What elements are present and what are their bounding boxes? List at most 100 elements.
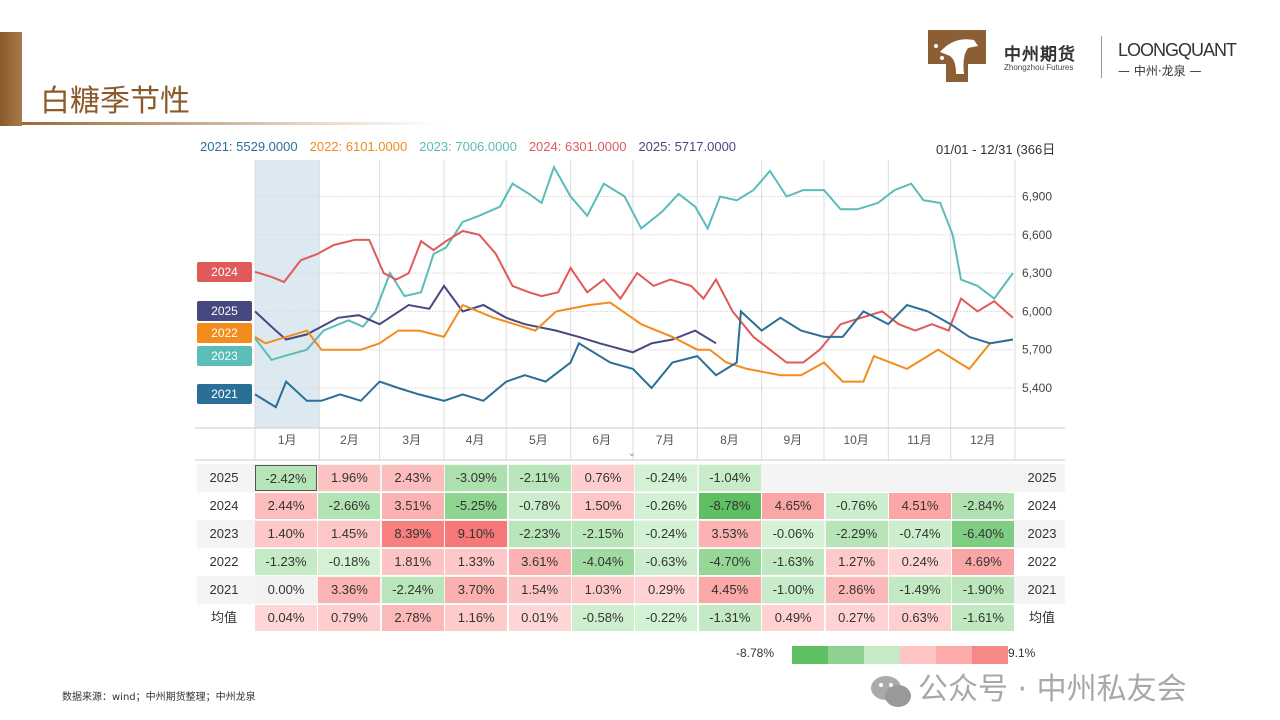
table-cell[interactable]: 2.78% [381, 605, 444, 631]
table-cell[interactable]: -1.63% [762, 549, 825, 575]
table-cell[interactable]: 0.63% [889, 605, 951, 631]
table-cell[interactable]: -0.24% [635, 465, 698, 491]
row-label: 2021 [1027, 582, 1057, 597]
table-cell[interactable]: -6.40% [952, 521, 1015, 547]
table-cell[interactable]: -0.78% [508, 493, 571, 519]
table-cell[interactable]: 9.10% [445, 521, 508, 547]
title-accent-bar [0, 32, 22, 126]
table-cell[interactable]: -0.63% [635, 549, 698, 575]
table-cell[interactable]: -2.42% [255, 465, 317, 491]
table-cell[interactable]: -2.11% [508, 465, 571, 491]
table-cell[interactable]: 1.45% [318, 521, 381, 547]
table-cell[interactable]: 1.40% [255, 521, 317, 547]
table-cell[interactable]: 3.61% [508, 549, 571, 575]
scale-swatch [828, 646, 864, 664]
scale-swatch [792, 646, 828, 664]
table-cell[interactable]: 4.69% [952, 549, 1015, 575]
table-cell[interactable]: 1.33% [445, 549, 508, 575]
x-tick-label: 12月 [970, 433, 995, 447]
table-cell[interactable]: -8.78% [698, 493, 761, 519]
brand-divider [1101, 36, 1102, 78]
table-cell[interactable]: 1.03% [572, 577, 634, 603]
table-cell[interactable]: -1.61% [952, 605, 1015, 631]
legend-item[interactable]: 2022: 6101.0000 [309, 139, 408, 154]
table-cell[interactable]: 8.39% [381, 521, 444, 547]
table-cell[interactable]: -2.29% [825, 521, 888, 547]
table-row: 均值 均值 0.04% 0.79% 2.78% 1.16% 0.01% -0.58% -0.22… [197, 604, 1065, 632]
legend-item[interactable]: 2025: 5717.0000 [638, 139, 737, 154]
table-cell[interactable]: 0.27% [825, 605, 888, 631]
table-cell[interactable]: -5.25% [445, 493, 508, 519]
table-cell[interactable]: -1.31% [698, 605, 761, 631]
table-cell[interactable]: -0.76% [825, 493, 888, 519]
table-cell[interactable]: -0.24% [635, 521, 698, 547]
table-cell[interactable]: -1.23% [255, 549, 317, 575]
y-tick-label: 6,000 [1022, 304, 1052, 318]
collapse-chevron-icon[interactable]: ⌄ [628, 448, 636, 459]
table-cell[interactable]: 2.44% [255, 493, 317, 519]
table-cell[interactable]: 0.24% [889, 549, 951, 575]
x-tick-label: 4月 [466, 433, 485, 447]
table-cell[interactable]: 0.49% [762, 605, 825, 631]
x-tick-label: 3月 [402, 433, 421, 447]
table-cell[interactable]: 0.00% [255, 577, 317, 603]
table-cell[interactable]: -3.09% [445, 465, 508, 491]
series-tag-2024: 2024 [197, 261, 252, 282]
table-cell[interactable]: 2.43% [381, 465, 444, 491]
table-cell[interactable]: 1.50% [572, 493, 634, 519]
row-label: 2025 [1027, 470, 1057, 485]
table-cell[interactable]: 0.76% [572, 465, 634, 491]
row-label: 2022 [1027, 554, 1057, 569]
table-cell[interactable]: 1.54% [508, 577, 571, 603]
table-cell[interactable]: -0.26% [635, 493, 698, 519]
table-cell[interactable]: -1.49% [889, 577, 951, 603]
table-cell[interactable]: -0.06% [762, 521, 825, 547]
scale-swatch [972, 646, 1008, 664]
table-cell[interactable]: 4.65% [762, 493, 825, 519]
table-cell[interactable]: -0.18% [318, 549, 381, 575]
table-cell[interactable]: 3.53% [698, 521, 761, 547]
table-cell[interactable]: 4.51% [889, 493, 951, 519]
table-cell[interactable]: 3.36% [318, 577, 381, 603]
legend-item[interactable]: 2024: 6301.0000 [528, 139, 627, 154]
table-cell[interactable]: 4.45% [698, 577, 761, 603]
scale-max-label: 9.1% [1008, 646, 1036, 660]
legend-item[interactable]: 2023: 7006.0000 [419, 139, 517, 154]
table-cell[interactable]: 1.96% [318, 465, 381, 491]
table-cell[interactable]: 3.70% [445, 577, 508, 603]
table-cell[interactable]: 0.79% [318, 605, 381, 631]
table-cell[interactable]: -2.23% [508, 521, 571, 547]
table-cell[interactable]: 0.01% [508, 605, 571, 631]
table-cell[interactable]: -1.90% [952, 577, 1015, 603]
table-cell[interactable]: -2.15% [572, 521, 634, 547]
table-cell[interactable]: 1.81% [381, 549, 444, 575]
table-cell[interactable]: -1.00% [762, 577, 825, 603]
table-cell[interactable]: -4.70% [698, 549, 761, 575]
scale-min-label: -8.78% [736, 646, 775, 660]
series-line-2021 [254, 303, 1014, 409]
loongquant-logo: LOONGQUANT [1118, 40, 1237, 60]
table-cell[interactable]: -0.22% [635, 605, 698, 631]
table-cell[interactable]: 1.27% [825, 549, 888, 575]
series-tag-2021: 2021 [197, 384, 252, 405]
x-tick-label: 10月 [843, 433, 868, 447]
legend-item[interactable]: 2021: 5529.0000 [200, 139, 298, 154]
table-cell[interactable]: 1.16% [445, 605, 508, 631]
title-underline [22, 122, 442, 125]
table-cell[interactable]: -1.04% [698, 465, 761, 491]
table-row: 2024 2024 2.44% -2.66% 3.51% -5.25% -0.78% 1.50… [197, 492, 1065, 520]
table-cell[interactable]: 3.51% [381, 493, 444, 519]
table-cell[interactable]: -0.74% [889, 521, 951, 547]
table-cell[interactable]: 0.04% [255, 605, 317, 631]
table-cell[interactable]: -2.84% [952, 493, 1015, 519]
table-cell[interactable]: 0.29% [635, 577, 698, 603]
series-line-2022 [254, 301, 1014, 383]
y-tick-label: 6,300 [1022, 266, 1052, 280]
table-cell[interactable]: -0.58% [572, 605, 634, 631]
table-cell[interactable]: -2.24% [381, 577, 444, 603]
table-cell[interactable]: -4.04% [572, 549, 634, 575]
watermark: 公众号 · 中州私友会 [918, 672, 1187, 707]
table-cell[interactable]: 2.86% [825, 577, 888, 603]
table-cell[interactable]: -2.66% [318, 493, 381, 519]
